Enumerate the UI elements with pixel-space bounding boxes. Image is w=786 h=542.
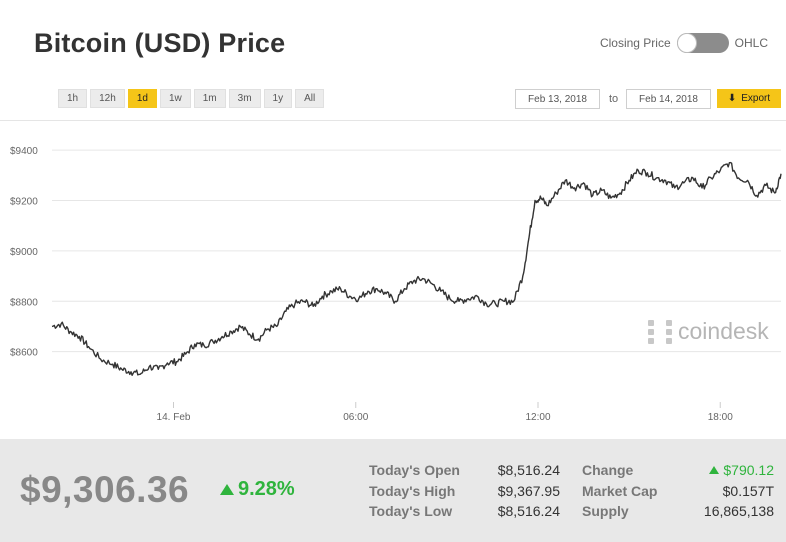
date-to-label: to xyxy=(609,93,619,105)
y-tick-label-9000: $9000 xyxy=(10,247,38,258)
range-button-1h[interactable]: 1h xyxy=(58,89,88,108)
range-button-1d[interactable]: 1d xyxy=(127,89,157,108)
header-divider xyxy=(0,120,786,121)
todays-high-label: Today's High xyxy=(369,483,456,499)
x-tick-label-2: 12:00 xyxy=(525,412,550,423)
watermark-text: coindesk xyxy=(678,318,769,344)
change-percent: 9.28% xyxy=(220,478,295,501)
range-button-1m[interactable]: 1m xyxy=(193,89,226,108)
change-amount: $790.12 xyxy=(723,462,774,478)
market-cap-value: $0.157T xyxy=(722,483,774,499)
up-triangle-small-icon xyxy=(709,466,720,474)
y-tick-label-8800: $8800 xyxy=(10,297,38,308)
chart-mode-toggle[interactable] xyxy=(676,33,729,53)
date-to-input[interactable]: Feb 14, 2018 xyxy=(626,89,711,109)
x-tick-label-3: 18:00 xyxy=(708,412,733,423)
change-value: $790.12 xyxy=(680,462,774,478)
change-percent-value: 9.28% xyxy=(238,478,295,500)
export-button[interactable]: ⬇ Export xyxy=(717,89,781,108)
page-title: Bitcoin (USD) Price xyxy=(34,28,286,58)
range-button-all[interactable]: All xyxy=(295,89,325,108)
download-arrow-icon: ⬇ xyxy=(727,93,737,104)
date-from-input[interactable]: Feb 13, 2018 xyxy=(515,89,600,109)
y-tick-label-9200: $9200 xyxy=(10,197,38,208)
todays-open-value: $8,516.24 xyxy=(497,462,560,478)
range-button-12h[interactable]: 12h xyxy=(90,89,125,108)
range-button-3m[interactable]: 3m xyxy=(228,89,261,108)
current-price: $9,306.36 xyxy=(20,469,190,510)
market-cap-label: Market Cap xyxy=(582,483,658,499)
closing-price-label: Closing Price xyxy=(599,36,671,50)
range-selector: 1h 12h 1d 1w 1m 3m 1y All xyxy=(58,89,325,108)
summary-panel xyxy=(0,439,786,542)
todays-low-label: Today's Low xyxy=(369,503,453,519)
todays-low-value: $8,516.24 xyxy=(497,503,560,519)
export-label: Export xyxy=(741,93,771,104)
coindesk-logo-icon xyxy=(648,319,672,344)
up-triangle-icon xyxy=(220,484,234,495)
y-tick-label-8600: $8600 xyxy=(10,348,38,359)
range-button-1y[interactable]: 1y xyxy=(263,89,293,108)
todays-high-value: $9,367.95 xyxy=(497,483,560,499)
coindesk-watermark: coindesk xyxy=(648,318,769,345)
ohlc-label: OHLC xyxy=(734,36,768,50)
price-series-line-0 xyxy=(51,161,782,377)
y-tick-label-9400: $9400 xyxy=(10,146,38,157)
x-tick-label-1: 06:00 xyxy=(343,412,368,423)
todays-open-label: Today's Open xyxy=(369,462,460,478)
supply-label: Supply xyxy=(582,503,629,519)
x-tick-label-0: 14. Feb xyxy=(157,412,191,423)
toggle-knob xyxy=(676,33,697,53)
price-chart[interactable]: $8600 $8800 $9000 $9200 $9400 14. Feb 06:00 12:… xyxy=(0,120,786,439)
supply-value: 16,865,138 xyxy=(703,503,774,519)
change-label: Change xyxy=(582,462,634,478)
range-button-1w[interactable]: 1w xyxy=(159,89,191,108)
chart-mode-toggle-group: Closing Price OHLC xyxy=(594,33,774,53)
